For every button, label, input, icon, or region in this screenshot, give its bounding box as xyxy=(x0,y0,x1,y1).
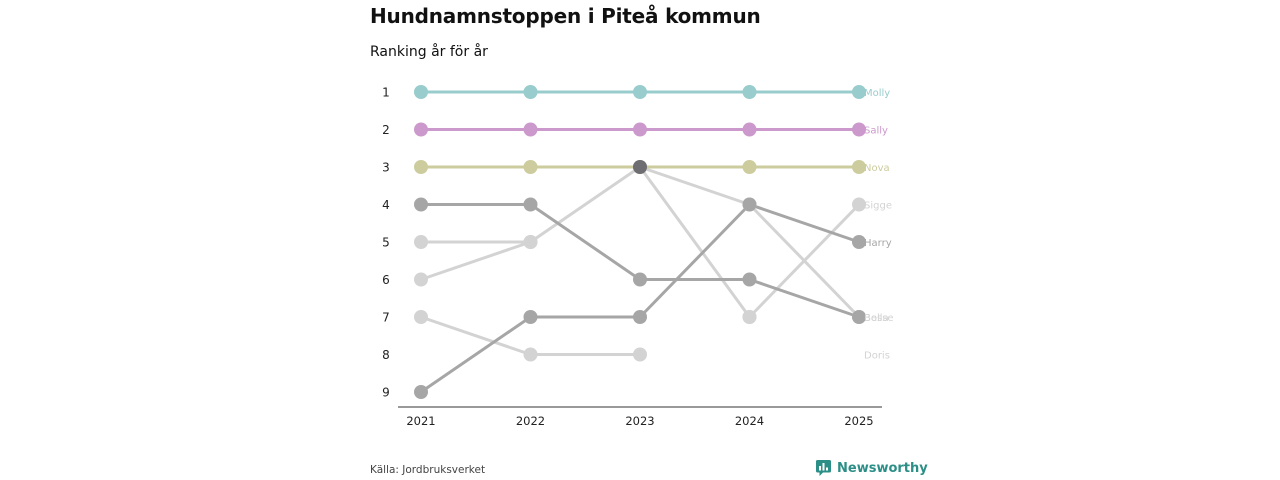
series-label-nova: Nova xyxy=(864,163,890,174)
point-molly xyxy=(852,85,866,99)
series-points xyxy=(414,85,866,399)
point-doris xyxy=(633,347,647,362)
y-tick-label: 4 xyxy=(382,198,390,212)
y-tick-label: 1 xyxy=(382,86,390,100)
series-labels: Doris Bosse Sigge Bella Harry Nova Sally Molly xyxy=(864,88,894,362)
series-label-sigge: Sigge xyxy=(864,201,892,212)
series-line-bosse xyxy=(419,165,751,319)
x-axis-ticks: 2021 2022 2023 2024 2025 xyxy=(406,414,873,428)
point-molly xyxy=(414,85,428,99)
series-label-harry: Harry xyxy=(864,238,892,249)
point-unnamed-1 xyxy=(633,272,647,287)
point-sally xyxy=(742,122,757,137)
x-tick-label: 2024 xyxy=(735,414,764,428)
series-line-unnamed-1 xyxy=(419,203,861,319)
point-sigge xyxy=(852,197,866,212)
point-nova xyxy=(742,160,757,174)
y-tick-label: 3 xyxy=(382,161,390,175)
point-sally xyxy=(523,122,538,137)
point-harry xyxy=(852,235,866,249)
point-nova xyxy=(523,160,538,174)
y-tick-label: 7 xyxy=(382,311,390,325)
point-harry xyxy=(633,310,647,324)
bar-chart-speech-bubble-icon xyxy=(816,460,831,476)
series-label-bella: Bella xyxy=(864,313,889,324)
x-tick-label: 2022 xyxy=(516,414,545,428)
y-tick-label: 5 xyxy=(382,236,390,250)
point-sigge xyxy=(523,235,538,249)
point-unnamed-2 xyxy=(633,160,647,174)
x-tick-label: 2021 xyxy=(406,414,435,428)
point-doris xyxy=(523,347,538,362)
chart-subtitle: Ranking år för år xyxy=(370,44,488,60)
source-note: Källa: Jordbruksverket xyxy=(370,464,486,476)
point-bosse xyxy=(414,272,428,287)
point-unnamed-1 xyxy=(414,197,428,212)
y-tick-label: 9 xyxy=(382,386,390,400)
series-label-sally: Sally xyxy=(864,126,888,137)
point-harry xyxy=(523,310,538,324)
point-sigge xyxy=(742,310,757,324)
x-tick-label: 2025 xyxy=(844,414,873,428)
point-sally xyxy=(852,122,866,137)
point-sally xyxy=(633,122,647,137)
y-tick-label: 6 xyxy=(382,273,390,287)
series-line-bella xyxy=(638,165,861,319)
series-label-doris: Doris xyxy=(864,351,890,362)
series-label-bosse: Bosse xyxy=(864,313,894,324)
point-molly xyxy=(742,85,757,99)
y-axis-ticks: 1 2 3 4 5 6 7 8 9 xyxy=(382,86,390,400)
point-molly xyxy=(633,85,647,99)
brand-name: Newsworthy xyxy=(837,460,928,476)
point-unnamed-1 xyxy=(852,310,866,324)
point-nova xyxy=(414,160,428,174)
series-label-molly: Molly xyxy=(864,88,890,99)
point-unnamed-1 xyxy=(523,197,538,212)
point-sigge xyxy=(414,235,428,249)
point-harry xyxy=(414,385,428,399)
y-tick-label: 8 xyxy=(382,348,390,362)
point-unnamed-1 xyxy=(742,272,757,287)
brand-logo: Newsworthy xyxy=(816,460,928,476)
point-nova xyxy=(852,160,866,174)
point-harry xyxy=(742,197,757,212)
point-doris xyxy=(414,310,428,324)
point-sally xyxy=(414,122,428,137)
chart-title: Hundnamnstoppen i Piteå kommun xyxy=(370,4,761,28)
x-tick-label: 2023 xyxy=(625,414,654,428)
y-tick-label: 2 xyxy=(382,123,390,137)
series-line-harry xyxy=(419,203,861,394)
series-lines xyxy=(419,90,861,394)
point-molly xyxy=(523,85,538,99)
